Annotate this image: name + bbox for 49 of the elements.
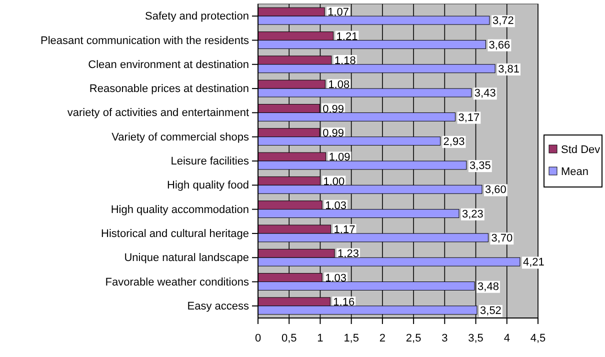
data-label: 3,48	[478, 280, 499, 293]
data-label: 3,70	[491, 232, 513, 245]
y-tick-label: Favorable weather conditions	[105, 276, 250, 288]
x-tick-label: 2	[379, 332, 386, 344]
y-tick-label: Reasonable prices at destination	[89, 83, 249, 96]
x-tick-label: 1	[317, 332, 324, 344]
data-label: 1,03	[325, 200, 347, 212]
data-label: 1,08	[328, 79, 350, 92]
x-tick-label: 1,5	[344, 332, 359, 344]
data-label: 1,03	[325, 272, 347, 284]
y-tick-label: Clean environment at destination	[88, 58, 249, 71]
x-tick-label: 3,5	[468, 332, 484, 344]
data-label: 3,72	[492, 15, 514, 28]
data-label: 1,00	[323, 176, 345, 188]
x-tick-label: 3	[442, 332, 448, 344]
legend-label: Mean	[561, 166, 589, 178]
y-tick-label: High quality food	[167, 180, 249, 192]
y-tick-label: Safety and protection	[145, 10, 249, 23]
y-tick-label: Easy access	[187, 300, 250, 312]
x-tick-label: 2,5	[406, 332, 422, 344]
data-label: 3,23	[462, 208, 484, 220]
data-label: 1,21	[336, 30, 358, 43]
data-label: 2,93	[443, 136, 465, 148]
data-label: 3,43	[474, 88, 496, 100]
data-label: 3,35	[469, 160, 491, 172]
data-label: 4,21	[522, 256, 544, 269]
x-tick-label: 0,5	[281, 332, 297, 344]
data-label: 1,07	[328, 6, 349, 19]
data-label: 0,99	[322, 127, 344, 140]
data-label: 3,60	[485, 184, 506, 196]
data-label: 1,09	[328, 152, 350, 164]
data-label: 0,99	[322, 103, 344, 116]
y-tick-label: High quality accommodation	[110, 204, 249, 216]
y-tick-label: Variety of commercial shops	[112, 131, 250, 144]
y-tick-label: Historical and cultural heritage	[101, 228, 249, 240]
x-tick-label: 0	[254, 332, 262, 344]
data-label: 3,52	[480, 305, 502, 317]
y-tick-label: variety of activities and entertainment	[67, 107, 249, 120]
x-tick-label: 4,5	[530, 332, 546, 344]
y-tick-label: Pleasant communication with the residents	[40, 34, 250, 47]
x-tick-label: 4	[504, 332, 510, 344]
data-label: 3,81	[498, 63, 520, 76]
legend-label: Std Dev	[561, 144, 601, 156]
data-label: 1,18	[334, 55, 356, 68]
data-label: 1,23	[338, 248, 359, 260]
data-label: 3,17	[458, 112, 480, 124]
data-label: 3,66	[488, 39, 510, 52]
y-tick-label: Leisure facilities	[170, 156, 250, 168]
y-tick-label: Unique natural landscape	[124, 252, 249, 264]
